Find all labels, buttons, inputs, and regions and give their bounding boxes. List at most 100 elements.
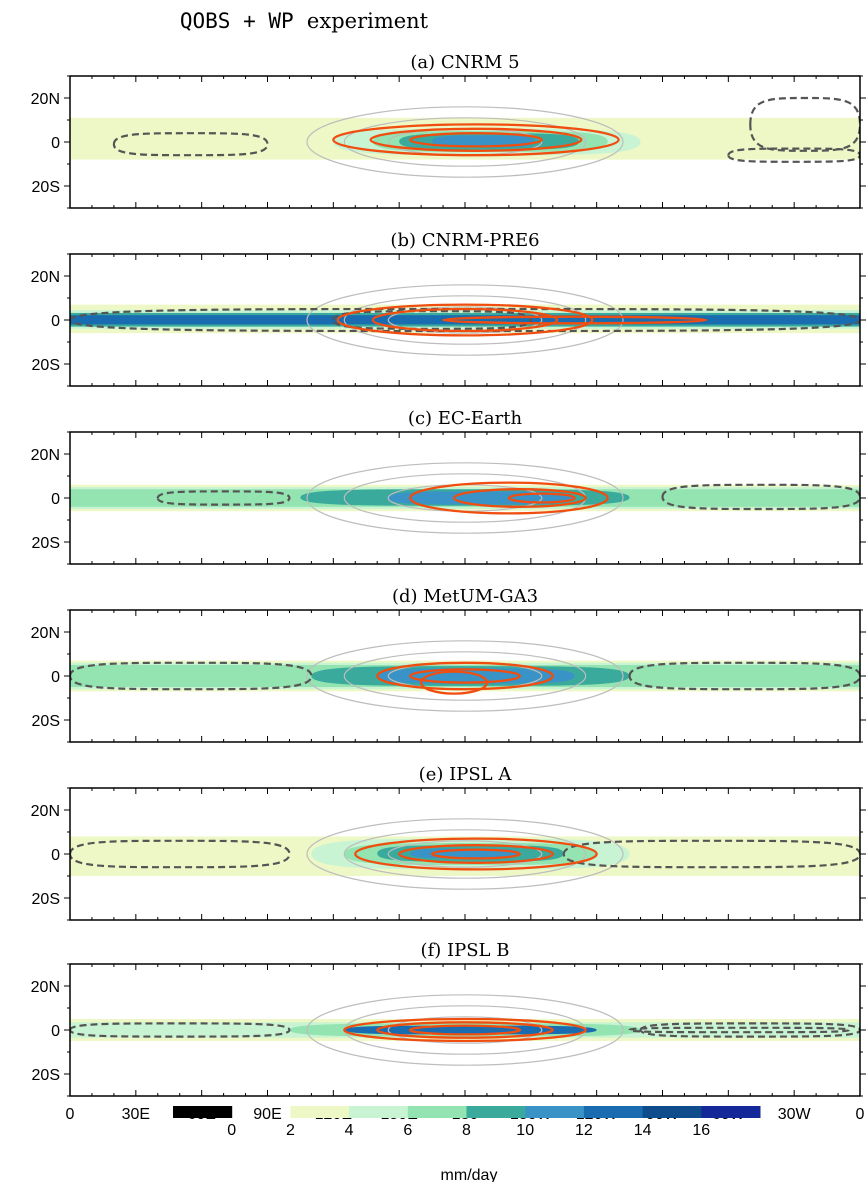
anomaly-negative-contour	[332, 310, 532, 330]
y-tick-label: 0	[51, 1023, 60, 1040]
y-tick-label: 20S	[32, 713, 60, 730]
anomaly-negative-contour	[639, 1022, 860, 1038]
colorbar-tick-label: 16	[692, 1122, 710, 1139]
anomaly-positive-contour	[332, 123, 620, 157]
y-tick-label: 20N	[31, 979, 60, 996]
forcing-contour	[306, 818, 624, 890]
y-tick-label: 20S	[32, 535, 60, 552]
anomaly-negative-contour	[70, 839, 291, 869]
colorbar-segment	[525, 1106, 585, 1118]
plot-area	[70, 818, 860, 890]
anomaly-positive-contour	[369, 127, 583, 152]
forcing-contour	[306, 994, 624, 1066]
colorbar-segment	[407, 1106, 467, 1118]
panel-4: (e) IPSL A 20N 0 20S	[31, 764, 866, 921]
panel-2: (c) EC-Earth 20N 0 20S	[31, 408, 866, 565]
y-tick-label: 20N	[31, 269, 60, 286]
panel-title: (b) CNRM-PRE6	[390, 230, 539, 251]
y-tick-label: 0	[51, 135, 60, 152]
x-tick-label: 90E	[253, 1106, 281, 1123]
panel-0: (a) CNRM 5 20N 0 20S	[31, 52, 866, 209]
anomaly-positive-contour	[408, 668, 522, 684]
plot-area	[70, 96, 860, 178]
y-tick-label: 20S	[32, 357, 60, 374]
precip-band	[70, 315, 860, 325]
figure-title-model-setup: QOBS + WP	[180, 9, 294, 33]
anomaly-positive-contour	[430, 848, 522, 860]
colorbar-segment	[583, 1106, 644, 1118]
anomaly-positive-contour	[376, 1021, 554, 1039]
anomaly-negative-contour	[70, 307, 860, 333]
colorbar-tick-label: 12	[575, 1122, 593, 1139]
panel-5: (f) IPSL B 20N 0 20S	[31, 940, 866, 1097]
colorbar-tick-label: 0	[227, 1122, 236, 1139]
forcing-contour	[343, 651, 587, 701]
anomaly-positive-contour	[408, 1024, 522, 1036]
x-tick-label: 30E	[122, 1106, 150, 1123]
y-tick-label: 20N	[31, 625, 60, 642]
colorbar-tick-label: 2	[286, 1122, 295, 1139]
anomaly-positive-contour	[507, 492, 576, 504]
y-tick-label: 20N	[31, 803, 60, 820]
forcing-contour	[306, 462, 624, 534]
y-tick-label: 20N	[31, 447, 60, 464]
y-tick-label: 0	[51, 491, 60, 508]
y-tick-label: 0	[51, 313, 60, 330]
precip-band	[344, 1025, 597, 1035]
anomaly-positive-contour	[441, 315, 708, 325]
panel-title: (a) CNRM 5	[410, 52, 519, 73]
plot-area	[70, 640, 860, 712]
anomaly-positive-contour	[408, 132, 543, 148]
figure-title: QOBS + WP experiment	[180, 9, 429, 33]
anomaly-positive-contour	[371, 307, 559, 333]
colorbar-tick-label: 10	[516, 1122, 534, 1139]
forcing-contour	[387, 1016, 543, 1044]
anomaly-negative-contour	[70, 661, 313, 691]
colorbar-segment	[642, 1106, 702, 1118]
plot-area	[70, 284, 860, 356]
anomaly-negative-contour	[70, 1022, 291, 1038]
panel-1: (b) CNRM-PRE6 20N 0 20S	[31, 230, 866, 387]
forcing-contour	[306, 640, 624, 712]
anomaly-positive-contour	[336, 303, 594, 337]
y-tick-label: 20S	[32, 1067, 60, 1084]
forcing-contour	[306, 106, 624, 178]
colorbar-unit-label: mm/day	[441, 1167, 498, 1182]
panel-title: (c) EC-Earth	[408, 408, 523, 429]
forcing-contour	[343, 295, 587, 345]
colorbar-segment	[701, 1106, 761, 1118]
forcing-contour	[306, 284, 624, 356]
plot-area	[70, 994, 860, 1066]
anomaly-positive-contour	[408, 481, 609, 515]
panel-title: (d) MetUM-GA3	[392, 586, 538, 607]
colorbar-segment	[173, 1106, 233, 1118]
anomaly-negative-contour	[749, 96, 860, 152]
y-tick-label: 0	[51, 847, 60, 864]
forcing-contour	[343, 829, 587, 879]
figure-title-experiment: experiment	[307, 9, 429, 33]
colorbar-tick-label: 14	[634, 1122, 652, 1139]
forcing-contour	[387, 840, 543, 868]
x-tick-label: 30W	[778, 1106, 812, 1123]
anomaly-negative-contour	[727, 147, 860, 163]
colorbar-tick-label: 6	[403, 1122, 412, 1139]
colorbar-segment	[466, 1106, 526, 1118]
colorbar-segment	[290, 1106, 350, 1118]
colorbar-tick-label: 8	[462, 1122, 471, 1139]
anomaly-positive-contour	[343, 1017, 587, 1043]
anomaly-positive-contour	[452, 488, 587, 508]
anomaly-negative-contour	[562, 839, 860, 869]
plot-area	[70, 462, 860, 534]
anomaly-negative-contour	[661, 483, 860, 511]
colorbar-tick-label: 4	[345, 1122, 354, 1139]
colorbar: 0 2 4 6 8 10 12 14 16 mm/day	[173, 1106, 761, 1182]
anomaly-positive-contour	[398, 844, 554, 864]
y-tick-label: 0	[51, 669, 60, 686]
anomaly-negative-contour	[156, 490, 291, 506]
forcing-contour	[343, 117, 587, 167]
colorbar-segment	[349, 1106, 409, 1118]
anomaly-negative-contour	[112, 132, 269, 157]
y-tick-label: 20N	[31, 91, 60, 108]
